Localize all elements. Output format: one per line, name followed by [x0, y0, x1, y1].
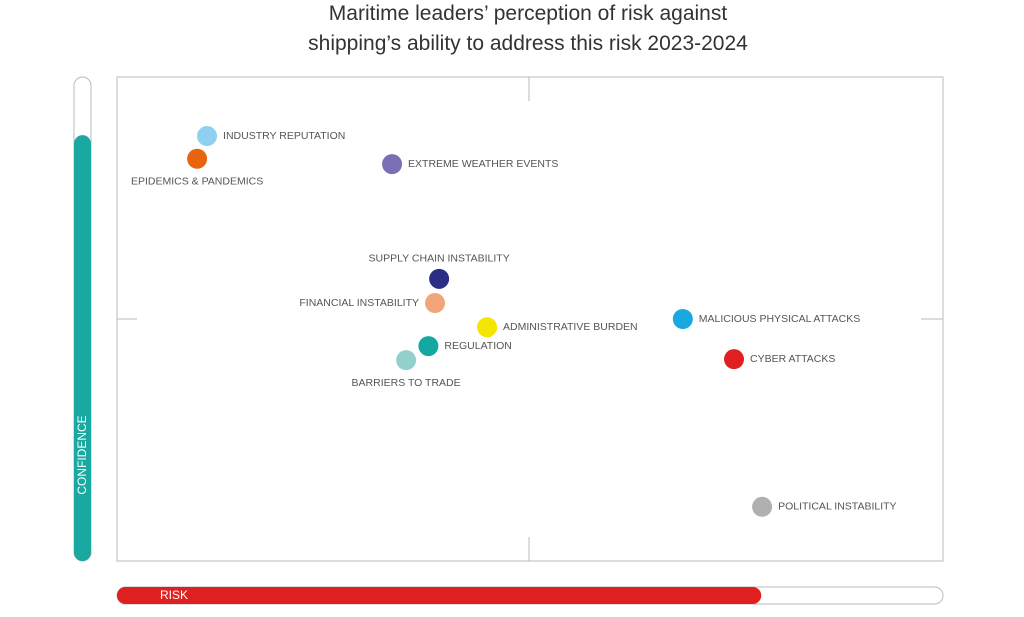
point	[396, 350, 417, 371]
x-gauge-fill	[117, 587, 762, 604]
point-label: BARRIERS TO TRADE	[352, 377, 461, 389]
point	[187, 148, 208, 169]
chart-title: Maritime leaders’ perception of risk aga…	[329, 2, 728, 25]
point-label: FINANCIAL INSTABILITY	[299, 297, 419, 309]
point-label: POLITICAL INSTABILITY	[778, 501, 896, 513]
chart-title: shipping’s ability to address this risk …	[308, 32, 748, 55]
point	[418, 336, 439, 357]
point	[382, 154, 403, 175]
point-label: SUPPLY CHAIN INSTABILITY	[369, 253, 510, 265]
point-label: INDUSTRY REPUTATION	[223, 130, 345, 142]
point	[724, 349, 745, 370]
x-axis-label: RISK	[160, 588, 188, 602]
point	[197, 126, 218, 147]
y-gauge-fill	[74, 135, 91, 561]
point	[429, 268, 450, 289]
point-label: CYBER ATTACKS	[750, 353, 835, 365]
y-axis-label: CONFIDENCE	[75, 415, 89, 494]
point	[477, 317, 498, 338]
point-label: EXTREME WEATHER EVENTS	[408, 158, 558, 170]
point-label: EPIDEMICS & PANDEMICS	[131, 176, 263, 188]
point	[672, 309, 693, 329]
point-label: MALICIOUS PHYSICAL ATTACKS	[699, 313, 860, 325]
point	[752, 496, 773, 517]
point-label: ADMINISTRATIVE BURDEN	[503, 321, 638, 333]
point	[425, 293, 446, 314]
point-label: REGULATION	[444, 340, 511, 352]
